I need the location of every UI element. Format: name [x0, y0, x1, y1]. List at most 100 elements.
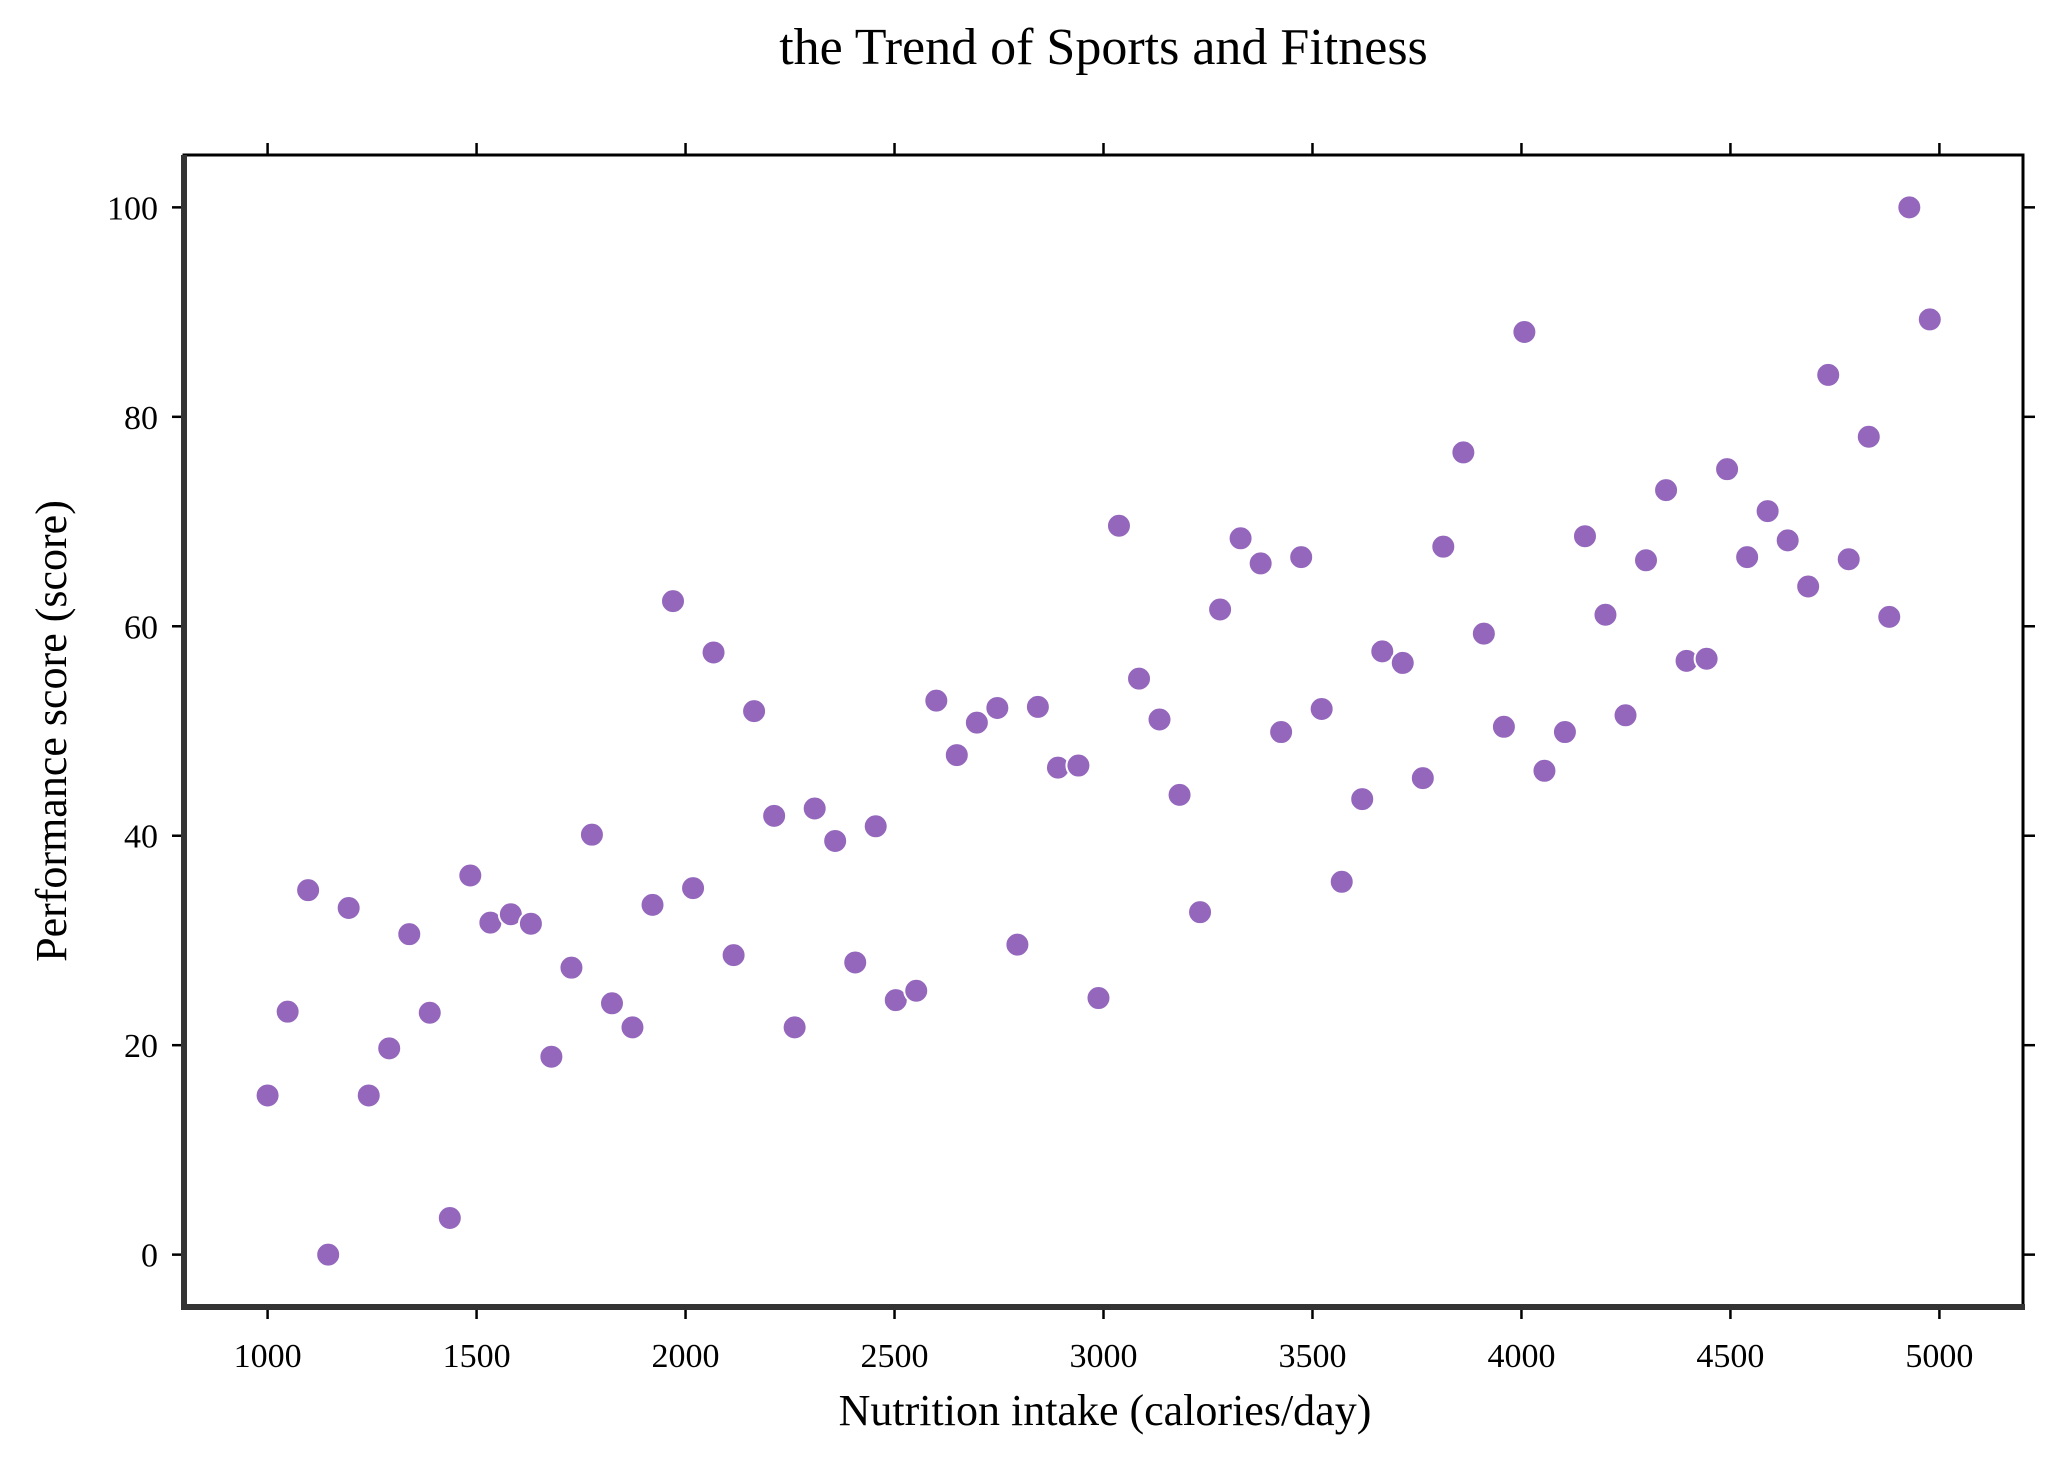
data-point: [1490, 713, 1517, 740]
data-point: [1815, 361, 1842, 388]
data-point: [822, 827, 849, 854]
data-point: [1754, 498, 1781, 525]
data-point: [1774, 527, 1801, 554]
chart-title: the Trend of Sports and Fitness: [779, 19, 1428, 76]
data-point: [315, 1241, 342, 1268]
data-point: [1166, 781, 1193, 808]
y-tick-label: 0: [141, 1238, 158, 1275]
data-point: [1409, 765, 1436, 792]
data-point: [1288, 544, 1315, 571]
data-point: [862, 813, 889, 840]
data-point: [1430, 533, 1457, 560]
y-tick-label: 60: [124, 609, 158, 646]
data-point: [1227, 525, 1254, 552]
data-point: [1247, 550, 1274, 577]
data-point: [1835, 546, 1862, 573]
data-point: [436, 1204, 463, 1231]
data-point: [1024, 693, 1051, 720]
data-point: [1308, 696, 1335, 723]
data-point: [1531, 757, 1558, 784]
data-point: [943, 742, 970, 769]
data-point: [598, 990, 625, 1017]
data-point: [984, 694, 1011, 721]
data-point: [517, 910, 544, 937]
y-tick-label: 80: [124, 400, 158, 437]
plot-frame: [182, 153, 2025, 1309]
data-point: [1693, 645, 1720, 672]
data-point: [1876, 603, 1903, 630]
data-point: [1450, 439, 1477, 466]
y-tick-label: 20: [124, 1028, 158, 1065]
y-axis-label: Performance score (score): [27, 500, 76, 962]
y-tick-label: 100: [107, 190, 158, 227]
data-point: [457, 862, 484, 889]
data-point: [1187, 899, 1214, 926]
data-point: [639, 891, 666, 918]
data-point: [1105, 512, 1132, 539]
data-point: [1085, 985, 1112, 1012]
data-point: [1795, 573, 1822, 600]
data-point: [335, 894, 362, 921]
data-point: [1714, 456, 1741, 483]
y-tick-label: 40: [124, 819, 158, 856]
data-point: [619, 1014, 646, 1041]
data-point: [660, 588, 687, 615]
data-point: [254, 1082, 281, 1109]
data-points: [254, 194, 1943, 1268]
data-point: [1734, 544, 1761, 571]
data-point: [376, 1035, 403, 1062]
data-point: [1349, 786, 1376, 813]
data-point: [1328, 868, 1355, 895]
data-point: [1896, 194, 1923, 221]
data-point: [1146, 706, 1173, 733]
x-tick-label: 3500: [1278, 1338, 1346, 1375]
data-point: [538, 1043, 565, 1070]
data-point: [558, 954, 585, 981]
data-point: [1268, 719, 1295, 746]
x-tick-label: 2000: [652, 1338, 720, 1375]
data-point: [903, 977, 930, 1004]
data-point: [578, 821, 605, 848]
data-point: [1633, 547, 1660, 574]
data-point: [720, 942, 747, 969]
data-point: [1612, 702, 1639, 729]
data-point: [700, 639, 727, 666]
x-tick-label: 3000: [1070, 1338, 1138, 1375]
data-point: [842, 949, 869, 976]
data-point: [801, 795, 828, 822]
data-point: [1511, 318, 1538, 345]
data-point: [416, 999, 443, 1026]
x-tick-label: 5000: [1905, 1338, 1973, 1375]
data-point: [963, 709, 990, 736]
data-point: [1551, 719, 1578, 746]
x-tick-label: 1500: [443, 1338, 511, 1375]
axis-ticks: 1000 1500 2000 2500 3000 3500 4000 4500 5000 0 20 4…: [107, 143, 2035, 1375]
data-point: [1855, 423, 1882, 450]
x-tick-label: 1000: [234, 1338, 302, 1375]
data-point: [1207, 596, 1234, 623]
data-point: [1653, 477, 1680, 504]
data-point: [396, 921, 423, 948]
data-point: [1571, 523, 1598, 550]
data-point: [1389, 649, 1416, 676]
x-tick-label: 2500: [861, 1338, 929, 1375]
data-point: [1369, 638, 1396, 665]
data-point: [761, 802, 788, 829]
data-point: [274, 998, 301, 1025]
data-point: [295, 877, 322, 904]
data-point: [1065, 752, 1092, 779]
data-point: [923, 687, 950, 714]
x-axis-label: Nutrition intake (calories/day): [839, 1386, 1372, 1435]
data-point: [680, 875, 707, 902]
data-point: [1126, 665, 1153, 692]
data-point: [1592, 601, 1619, 628]
x-tick-label: 4000: [1487, 1338, 1555, 1375]
data-point: [741, 698, 768, 725]
data-point: [1916, 306, 1943, 333]
x-tick-label: 4500: [1696, 1338, 1764, 1375]
data-point: [355, 1082, 382, 1109]
data-point: [781, 1014, 808, 1041]
data-point: [1470, 620, 1497, 647]
data-point: [1004, 931, 1031, 958]
